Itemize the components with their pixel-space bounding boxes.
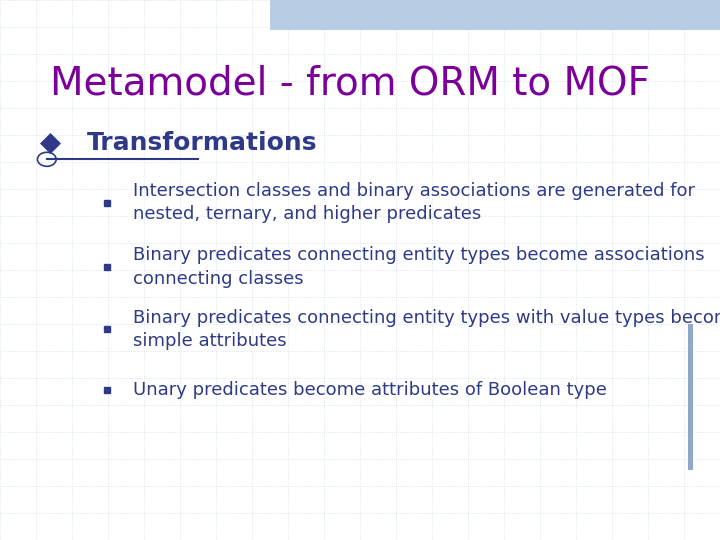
Text: Binary predicates connecting entity types with value types become
simple attribu: Binary predicates connecting entity type… bbox=[133, 308, 720, 350]
Bar bbox=[688, 324, 693, 470]
Bar bbox=[270, 0, 720, 30]
Text: Unary predicates become attributes of Boolean type: Unary predicates become attributes of Bo… bbox=[133, 381, 607, 399]
Text: Transformations: Transformations bbox=[86, 131, 317, 155]
Text: Intersection classes and binary associations are generated for
nested, ternary, : Intersection classes and binary associat… bbox=[133, 181, 696, 224]
Text: Binary predicates connecting entity types become associations
connecting classes: Binary predicates connecting entity type… bbox=[133, 246, 705, 288]
Text: Metamodel - from ORM to MOF: Metamodel - from ORM to MOF bbox=[50, 65, 650, 103]
